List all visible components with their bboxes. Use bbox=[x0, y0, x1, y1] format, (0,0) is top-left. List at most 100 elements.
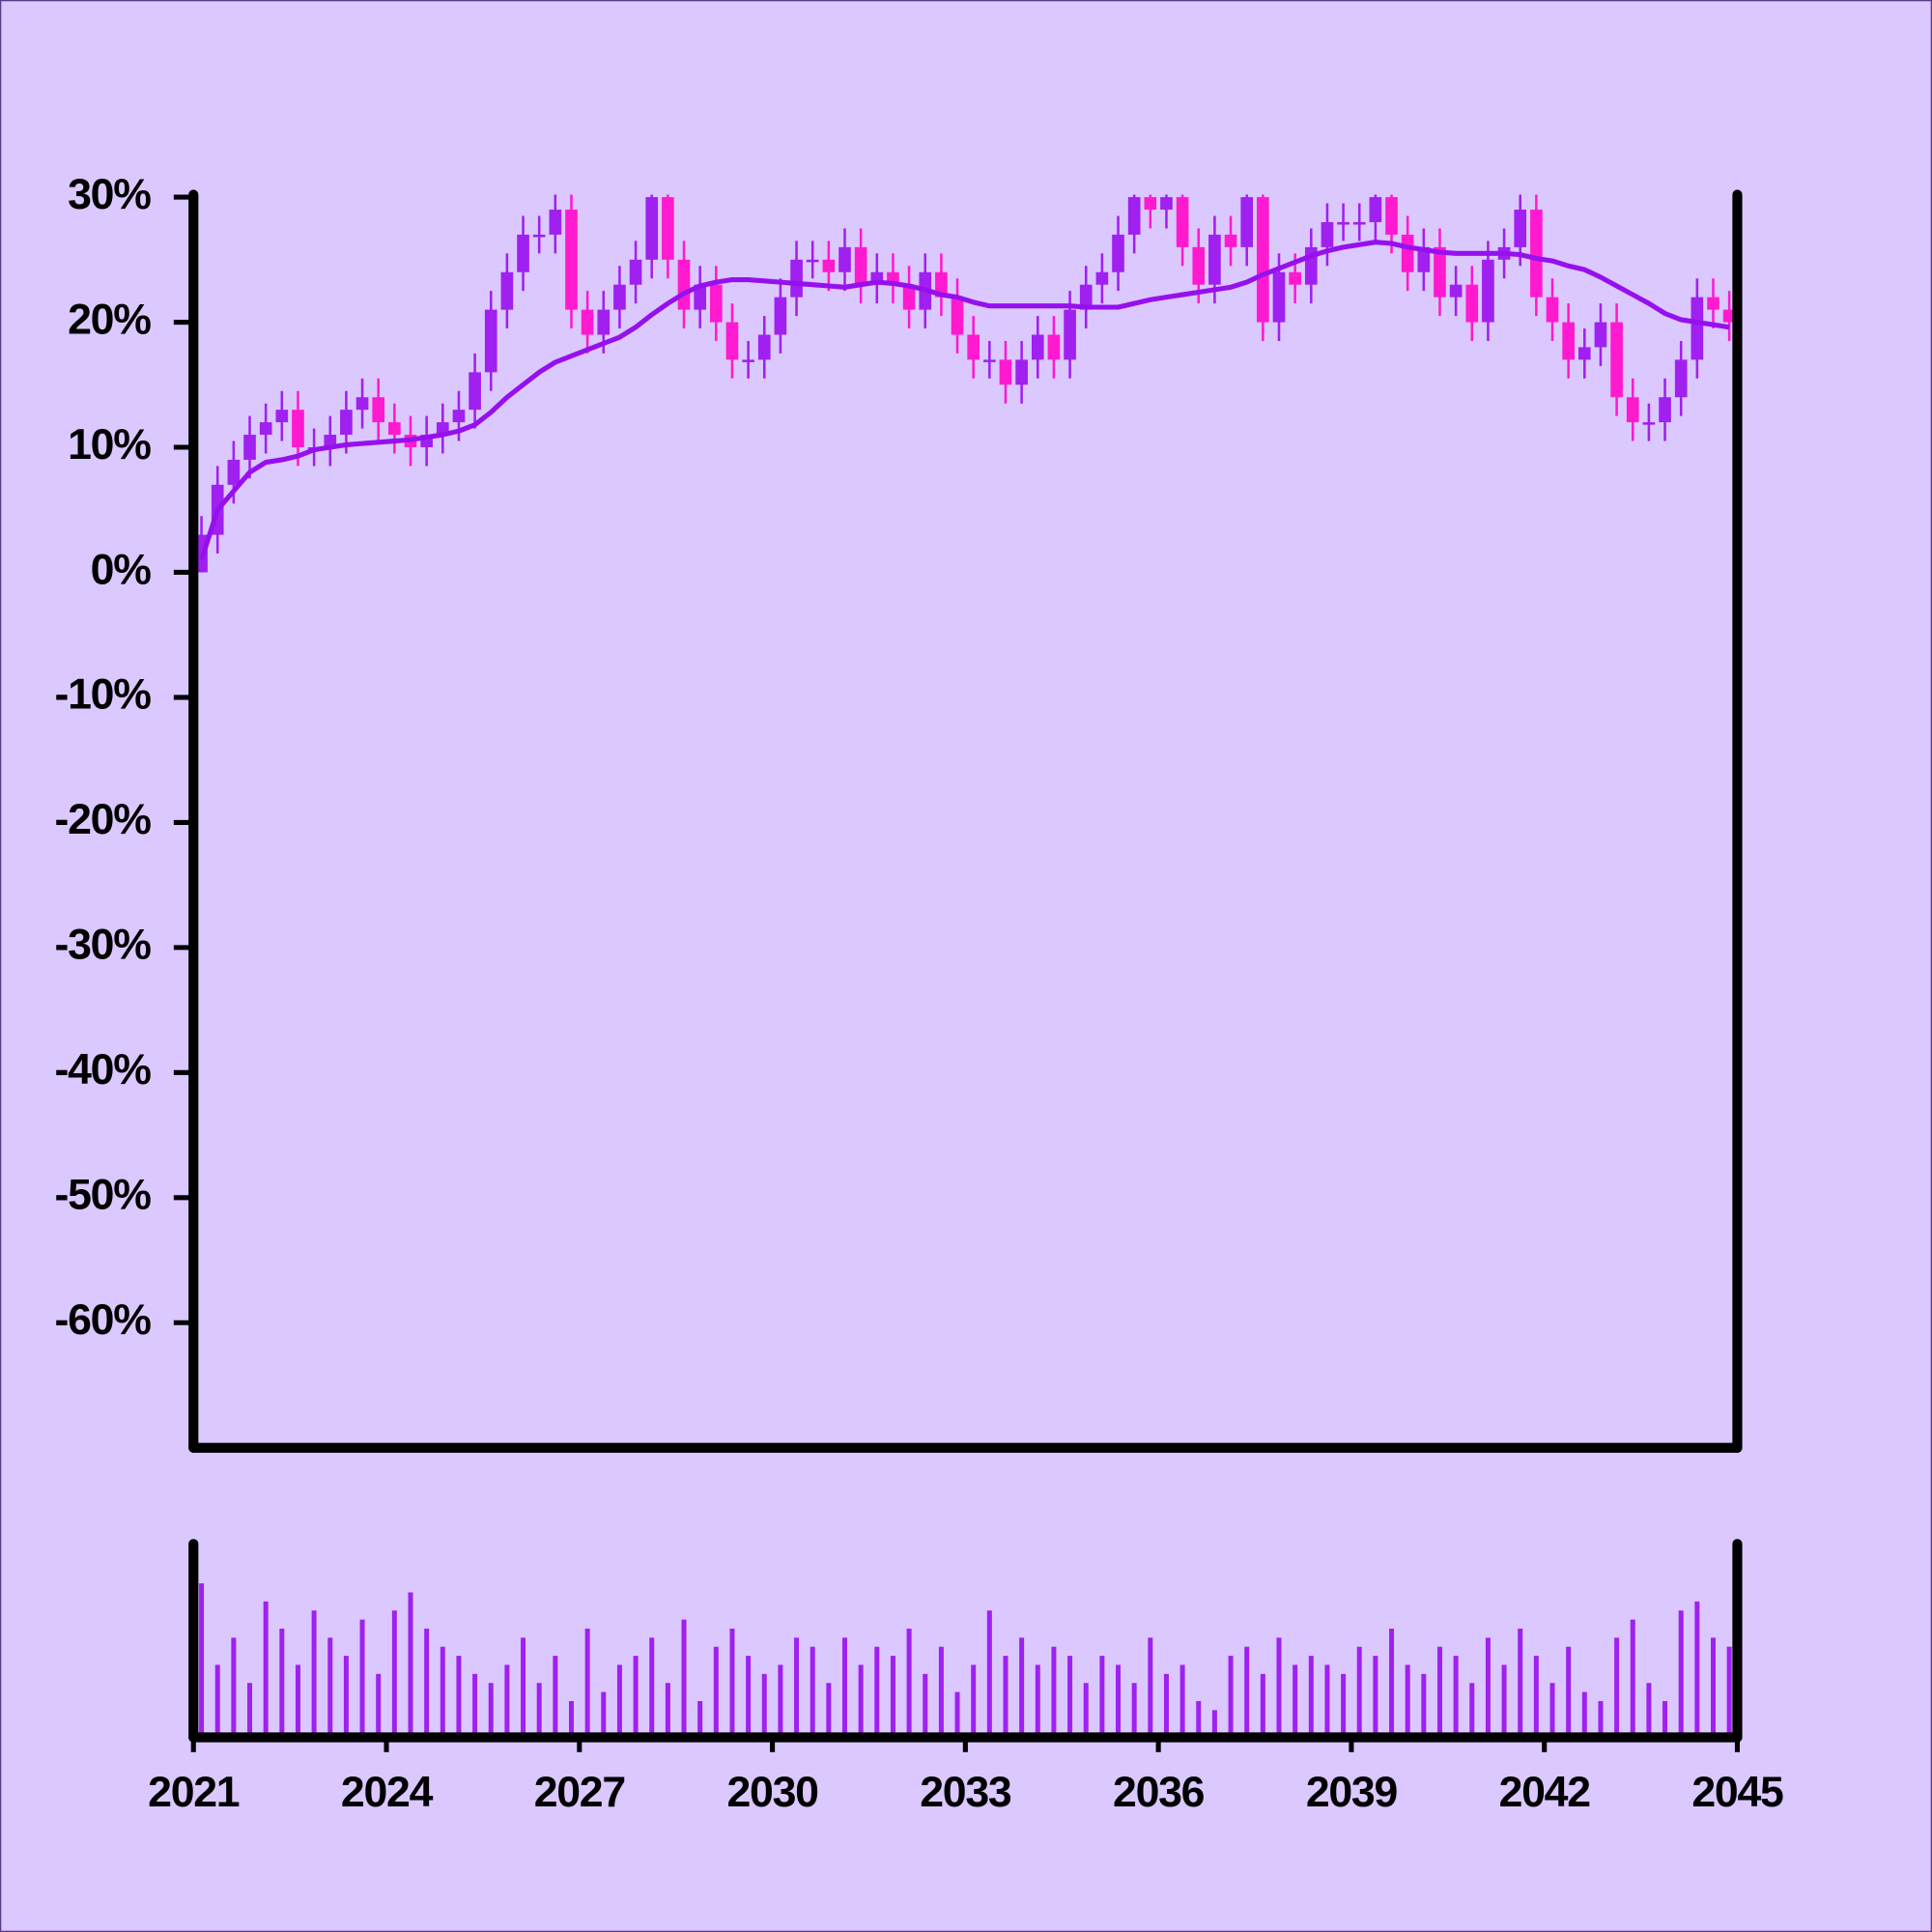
volume-bar bbox=[391, 1610, 397, 1738]
volume-bar bbox=[311, 1610, 317, 1738]
volume-bar bbox=[1566, 1646, 1572, 1738]
volume-bar bbox=[536, 1683, 542, 1738]
x-tick-label: 2030 bbox=[726, 1769, 817, 1816]
volume-bar bbox=[1019, 1637, 1025, 1738]
volume-bar bbox=[1067, 1656, 1073, 1738]
candle-body bbox=[645, 197, 659, 260]
y-tick-label: -40% bbox=[55, 1046, 152, 1094]
candle-body bbox=[1160, 197, 1173, 211]
candle-body bbox=[1707, 297, 1719, 310]
moving-average-line bbox=[199, 240, 1730, 561]
candle-body bbox=[1208, 234, 1221, 285]
candle-body bbox=[1449, 284, 1463, 298]
candle-body bbox=[662, 197, 674, 260]
candle-body bbox=[259, 422, 272, 436]
volume-bar bbox=[1324, 1664, 1330, 1738]
candle-body bbox=[1321, 221, 1334, 247]
volume-bar bbox=[1501, 1664, 1507, 1738]
candle-body bbox=[1594, 322, 1607, 348]
volume-bar bbox=[1726, 1646, 1732, 1738]
volume-bar bbox=[231, 1637, 237, 1738]
candle-body bbox=[1369, 197, 1382, 222]
volume-bar bbox=[488, 1683, 494, 1738]
volume-bar bbox=[1083, 1683, 1089, 1738]
volume-bar bbox=[1662, 1700, 1668, 1738]
candle-body bbox=[1577, 347, 1591, 360]
volume-bar bbox=[1244, 1646, 1250, 1738]
volume-bar bbox=[826, 1683, 832, 1738]
volume-panel bbox=[199, 1583, 1732, 1738]
candle-body bbox=[1674, 359, 1688, 398]
candle-body bbox=[1530, 210, 1543, 298]
volume-bar bbox=[778, 1664, 783, 1738]
volume-bar bbox=[1598, 1700, 1604, 1738]
candle-body bbox=[822, 259, 836, 272]
candle-body bbox=[1112, 234, 1124, 272]
volume-bar bbox=[906, 1628, 912, 1738]
candle-body bbox=[1482, 259, 1494, 323]
candle-body bbox=[1095, 271, 1109, 285]
candle-body bbox=[355, 397, 369, 411]
candle-body bbox=[1192, 246, 1206, 285]
candle-body bbox=[1401, 234, 1414, 272]
volume-bar bbox=[1436, 1646, 1442, 1738]
volume-bar bbox=[1469, 1683, 1475, 1738]
volume-bar bbox=[842, 1637, 847, 1738]
y-tick-label: -10% bbox=[55, 671, 152, 719]
candle-body bbox=[935, 271, 948, 298]
candle-body bbox=[1417, 246, 1431, 272]
volume-bar bbox=[681, 1619, 687, 1738]
volume-bar bbox=[1646, 1683, 1652, 1738]
x-tick-label: 2039 bbox=[1306, 1769, 1398, 1816]
volume-bar bbox=[761, 1673, 767, 1738]
candle-body bbox=[1224, 234, 1237, 247]
y-tick-label: -20% bbox=[55, 796, 152, 843]
volume-bar bbox=[1356, 1646, 1362, 1738]
volume-bar bbox=[359, 1619, 365, 1738]
candle-body bbox=[227, 459, 241, 485]
volume-bar bbox=[1533, 1656, 1539, 1738]
volume-bar bbox=[633, 1656, 639, 1738]
candle-body bbox=[999, 359, 1012, 385]
volume-bar bbox=[1421, 1673, 1427, 1738]
candle-body bbox=[500, 271, 514, 310]
candle-body bbox=[967, 334, 980, 360]
volume-bar bbox=[665, 1683, 670, 1738]
candle-body bbox=[1272, 271, 1286, 323]
y-tick-label: 30% bbox=[68, 171, 151, 218]
volume-bar bbox=[456, 1656, 462, 1738]
volume-bar bbox=[568, 1700, 574, 1738]
candle-body bbox=[725, 322, 739, 360]
volume-bar bbox=[1678, 1610, 1684, 1738]
candle-body bbox=[1047, 334, 1061, 360]
volume-bar bbox=[923, 1673, 928, 1738]
candle-body bbox=[292, 410, 304, 448]
x-tick-label: 2042 bbox=[1499, 1769, 1591, 1816]
candle-body bbox=[484, 309, 497, 373]
volume-bar bbox=[697, 1700, 703, 1738]
candle-body bbox=[742, 359, 754, 362]
candle-body bbox=[517, 234, 529, 272]
candle-body bbox=[1514, 210, 1527, 247]
candle-body bbox=[1659, 397, 1671, 423]
volume-bar bbox=[1148, 1637, 1153, 1738]
candle-body bbox=[677, 259, 691, 310]
candle-body bbox=[1626, 397, 1639, 423]
volume-bar bbox=[1131, 1683, 1137, 1738]
candle-body bbox=[951, 297, 964, 335]
candle-body bbox=[1064, 309, 1076, 360]
y-tick-label: -60% bbox=[55, 1296, 152, 1344]
x-tick-label: 2033 bbox=[920, 1769, 1011, 1816]
candle-body bbox=[1257, 197, 1269, 323]
candle-body bbox=[549, 210, 562, 235]
volume-bar bbox=[1549, 1683, 1555, 1738]
candle-body bbox=[532, 234, 546, 238]
volume-bar bbox=[1260, 1673, 1265, 1738]
x-tick-label: 2027 bbox=[534, 1769, 625, 1816]
candle-body bbox=[838, 246, 851, 272]
volume-bar bbox=[1099, 1656, 1105, 1738]
volume-bar bbox=[424, 1628, 430, 1738]
candle-body bbox=[1015, 359, 1028, 385]
candle-body bbox=[1610, 322, 1623, 398]
